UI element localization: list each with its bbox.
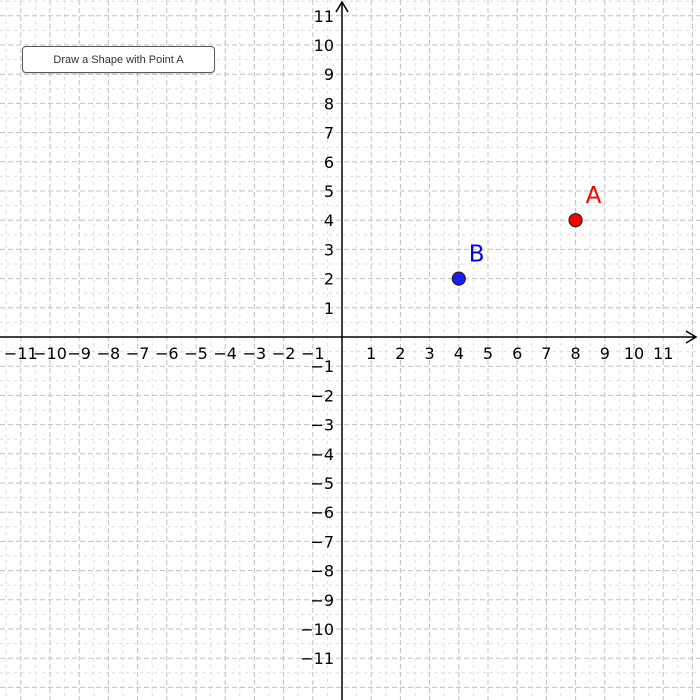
y-tick-label: −7 [310, 532, 334, 551]
x-tick-label: 11 [653, 344, 673, 363]
x-tick-label: 9 [600, 344, 610, 363]
point-label: B [469, 242, 485, 268]
x-tick-label: −4 [213, 344, 237, 363]
x-tick-label: −10 [33, 344, 67, 363]
y-tick-label: 2 [324, 270, 334, 289]
y-axis-tick-labels: 11 10 9 8 7 6 5 4 3 2 1 −1 −2 −3 −4 −5 −6 −7 −8 −9 −10 −11 [300, 7, 334, 668]
x-tick-label: 5 [483, 344, 493, 363]
y-tick-label: −8 [310, 562, 334, 581]
y-tick-label: 8 [324, 94, 334, 113]
y-axis-arrow [335, 0, 349, 13]
x-tick-label: −5 [184, 344, 208, 363]
x-axis-arrow [685, 330, 698, 344]
x-tick-label: −6 [155, 344, 179, 363]
x-tick-label: −1 [301, 344, 325, 363]
x-tick-label: −3 [243, 344, 267, 363]
x-tick-label: −2 [272, 344, 296, 363]
x-tick-label: 6 [512, 344, 522, 363]
x-tick-label: 3 [425, 344, 435, 363]
y-tick-label: −11 [300, 649, 334, 668]
y-tick-label: 7 [324, 124, 334, 143]
x-axis-tick-labels: −11−10 −9 −8 −7 −6 −5 −4 −3 −2 −1 1 2 3 4 5 6 7 8 9 10 11 [4, 344, 673, 363]
y-tick-label: 11 [314, 7, 334, 26]
y-tick-label: 4 [324, 211, 334, 230]
x-tick-label: −9 [67, 344, 91, 363]
y-tick-label: −2 [310, 386, 334, 405]
x-tick-label: 8 [571, 344, 581, 363]
y-tick-label: −5 [310, 474, 334, 493]
y-tick-label: 6 [324, 153, 334, 172]
y-tick-label: 3 [324, 240, 334, 259]
point-marker[interactable] [451, 271, 466, 286]
x-tick-label: −7 [126, 344, 150, 363]
point-marker[interactable] [568, 213, 583, 228]
x-tick-label: −8 [97, 344, 121, 363]
y-tick-label: −10 [300, 620, 334, 639]
y-tick-label: 1 [324, 299, 334, 318]
y-tick-label: −6 [310, 503, 334, 522]
points-layer[interactable]: AB [451, 183, 602, 286]
x-tick-label: −11 [4, 344, 38, 363]
x-tick-label: 10 [624, 344, 644, 363]
point-b[interactable]: B [451, 242, 485, 286]
y-tick-label: 10 [314, 36, 334, 55]
x-tick-label: 7 [541, 344, 551, 363]
y-tick-label: 9 [324, 65, 334, 84]
draw-shape-button[interactable]: Draw a Shape with Point A [22, 46, 215, 73]
y-tick-label: −3 [310, 416, 334, 435]
x-tick-label: 4 [454, 344, 464, 363]
y-tick-label: −9 [310, 591, 334, 610]
x-tick-label: 1 [366, 344, 376, 363]
x-tick-label: 2 [395, 344, 405, 363]
point-a[interactable]: A [568, 183, 602, 228]
y-tick-label: −4 [310, 445, 334, 464]
y-tick-label: 5 [324, 182, 334, 201]
y-tick-label: −1 [310, 357, 334, 376]
point-label: A [586, 183, 602, 209]
